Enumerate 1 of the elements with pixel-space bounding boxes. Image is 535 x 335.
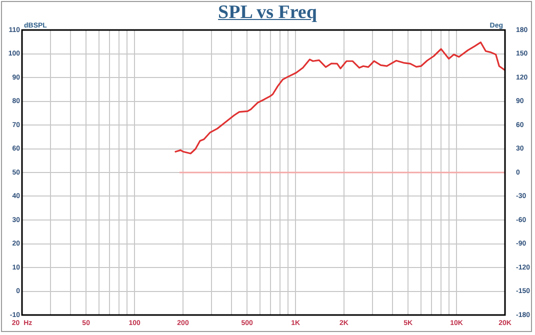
- chart-title: SPL vs Freq: [217, 2, 318, 24]
